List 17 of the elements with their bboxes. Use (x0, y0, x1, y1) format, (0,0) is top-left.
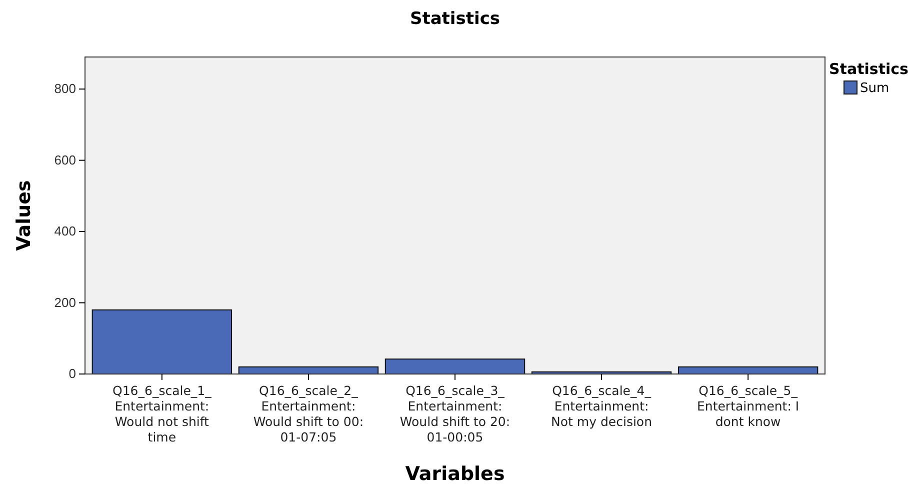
bar (384, 358, 526, 374)
legend-title: Statistics (829, 60, 909, 78)
y-tick-label: 0 (68, 366, 76, 382)
y-tick-label: 800 (54, 81, 76, 96)
y-tick-label: 200 (54, 294, 76, 310)
x-tick-label: Q16_6_scale_5_ Entertainment: I dont know (697, 383, 800, 429)
y-axis-title: Values (13, 180, 35, 251)
bar (92, 309, 232, 374)
chart-title: Statistics (410, 9, 500, 29)
x-tick-label: Q16_6_scale_3_ Entertainment: Would shift to 20: 01-00:05 (400, 383, 510, 444)
y-tick-label: 400 (54, 224, 76, 239)
legend-label: Sum (860, 81, 890, 96)
x-tick-label: Q16_6_scale_2_ Entertainment: Would shift to 00: 01-07:05 (253, 383, 364, 444)
x-tick-label: Q16_6_scale_4_ Entertainment: Not my decision (551, 383, 652, 429)
x-tick-label: Q16_6_scale_1_ Entertainment: Would not shift time (112, 383, 212, 444)
x-axis-title: Variables (405, 463, 505, 485)
y-tick-label: 600 (54, 152, 76, 168)
